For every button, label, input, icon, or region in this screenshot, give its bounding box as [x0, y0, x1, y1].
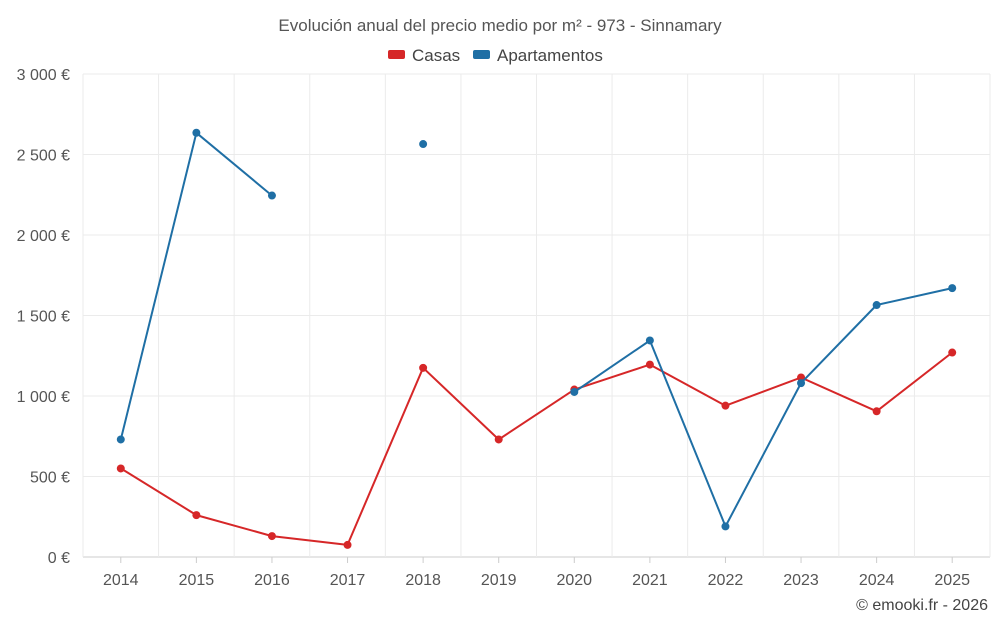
legend-label-casas: Casas [412, 46, 460, 65]
y-tick-label: 3 000 € [17, 67, 70, 84]
x-tick-label: 2014 [103, 572, 139, 589]
x-tick-label: 2021 [632, 572, 668, 589]
axis-layer: 0 € 500 € 1 000 € 1 500 € 2 000 € 2 500 € 3 00… [17, 67, 970, 589]
x-tick-label: 2017 [330, 572, 366, 589]
data-point-apartamentos[interactable] [645, 336, 654, 345]
series-apartamentos [116, 128, 957, 531]
data-point-casas[interactable] [797, 373, 806, 382]
legend-swatch-apartamentos [473, 50, 490, 59]
data-point-casas[interactable] [645, 360, 654, 369]
data-point-apartamentos[interactable] [116, 435, 125, 444]
x-tick-label: 2022 [708, 572, 744, 589]
x-tick-label: 2024 [859, 572, 895, 589]
x-tick-label: 2018 [405, 572, 441, 589]
data-point-apartamentos[interactable] [948, 284, 957, 293]
series-casas [116, 348, 957, 549]
credit-text: © emooki.fr - 2026 [856, 597, 988, 614]
data-point-casas[interactable] [343, 540, 352, 549]
data-point-casas[interactable] [872, 407, 881, 416]
data-point-casas[interactable] [494, 435, 503, 444]
x-tick-label: 2019 [481, 572, 517, 589]
data-point-casas[interactable] [721, 401, 730, 410]
x-tick-label: 2016 [254, 572, 290, 589]
y-tick-label: 500 € [30, 470, 70, 487]
x-tick-label: 2023 [783, 572, 819, 589]
series-layer [116, 128, 957, 549]
data-point-apartamentos[interactable] [419, 140, 428, 149]
series-line-apartamentos [573, 287, 953, 528]
data-point-casas[interactable] [116, 464, 125, 473]
x-tick-label: 2020 [556, 572, 592, 589]
data-point-apartamentos[interactable] [721, 522, 730, 531]
data-point-casas[interactable] [267, 532, 276, 541]
x-tick-label: 2025 [934, 572, 970, 589]
chart-title: Evolución anual del precio medio por m² … [278, 16, 722, 35]
legend-swatch-casas [388, 50, 405, 59]
data-point-apartamentos[interactable] [872, 301, 881, 310]
y-tick-label: 2 000 € [17, 228, 70, 245]
y-tick-label: 2 500 € [17, 148, 70, 165]
chart-legend: Casas Apartamentos [388, 46, 603, 65]
series-line-casas [120, 351, 953, 546]
y-tick-label: 0 € [48, 550, 70, 567]
data-point-casas[interactable] [419, 363, 428, 372]
series-line-apartamentos [119, 131, 273, 440]
y-tick-label: 1 500 € [17, 309, 70, 326]
data-point-apartamentos[interactable] [570, 387, 579, 396]
x-tick-label: 2015 [179, 572, 215, 589]
legend-label-apartamentos: Apartamentos [497, 46, 603, 65]
data-point-casas[interactable] [192, 511, 201, 520]
y-tick-label: 1 000 € [17, 389, 70, 406]
data-point-casas[interactable] [948, 348, 957, 357]
data-point-apartamentos[interactable] [267, 191, 276, 200]
data-point-apartamentos[interactable] [797, 379, 806, 388]
data-point-apartamentos[interactable] [192, 128, 201, 137]
grid-layer [82, 73, 991, 558]
